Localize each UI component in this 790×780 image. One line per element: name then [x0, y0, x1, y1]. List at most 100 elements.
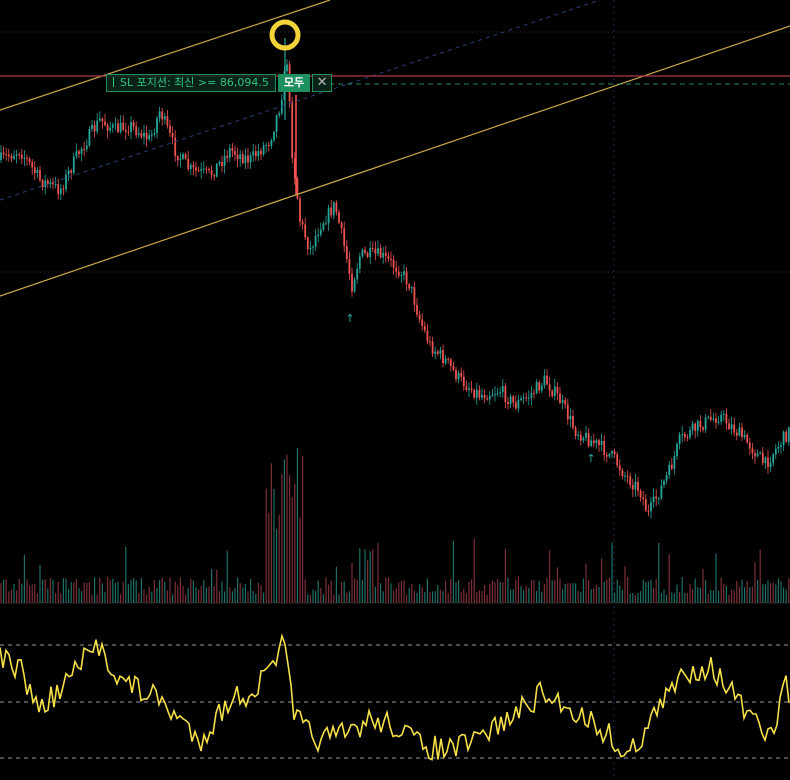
candle-body: [247, 155, 249, 163]
candle-body: [387, 255, 390, 259]
volume-bar: [257, 582, 259, 603]
volume-bar: [523, 590, 525, 603]
sl-order-tag[interactable]: SL 포지션: 최신 >= 86,094.5 모두 ✕: [106, 74, 333, 92]
candle-body: [174, 137, 177, 157]
candle-body: [507, 402, 509, 405]
volume-bar: [169, 577, 171, 603]
candle-body: [187, 158, 190, 170]
candle-body: [176, 156, 179, 161]
volume-bar: [65, 578, 67, 603]
candle-body: [543, 375, 546, 386]
volume-bar: [585, 563, 587, 603]
volume-bar: [346, 592, 348, 603]
volume-bar: [424, 592, 426, 603]
volume-bar: [580, 591, 582, 603]
candle-body: [215, 163, 218, 177]
candle-body: [364, 249, 366, 253]
volume-bar: [536, 590, 538, 603]
volume-bar: [333, 594, 335, 603]
volume-bar: [216, 569, 218, 603]
volume-bar: [47, 588, 49, 603]
candle-body: [520, 398, 522, 401]
close-icon[interactable]: ✕: [312, 74, 333, 92]
candle-body: [5, 154, 8, 156]
volume-bar: [281, 474, 283, 603]
candle-body: [712, 418, 715, 420]
candle-body: [759, 452, 762, 454]
volume-bar: [198, 589, 200, 603]
volume-bar: [179, 577, 181, 603]
volume-bar: [372, 549, 374, 603]
volume-bar: [593, 588, 595, 603]
volume-bar: [525, 585, 527, 603]
candle-body: [65, 174, 67, 190]
volume-bar: [723, 584, 725, 603]
trendline-lower: [0, 25, 790, 297]
candle-body: [13, 155, 15, 159]
candle-body: [416, 304, 418, 315]
volume-bar: [120, 594, 122, 603]
candle-body: [556, 386, 559, 394]
candle-body: [738, 427, 741, 436]
volume-bar: [159, 579, 161, 603]
volume-bar: [16, 590, 18, 603]
candle-body: [156, 118, 158, 134]
volume-bar: [419, 584, 421, 603]
volume-bar: [143, 589, 145, 603]
volume-bar: [52, 579, 54, 603]
volume-bar: [400, 580, 402, 603]
candle-body: [501, 386, 504, 393]
candle-body: [223, 155, 226, 166]
volume-bar: [60, 593, 62, 603]
volume-bar: [44, 579, 46, 603]
volume-bar: [156, 587, 158, 603]
volume-bar: [328, 584, 330, 603]
volume-bar: [637, 593, 639, 603]
yellow-ring-icon: [269, 19, 301, 51]
volume-bar: [705, 579, 707, 603]
candle-body: [722, 413, 725, 415]
sl-all-button[interactable]: 모두: [277, 74, 311, 92]
candle-body: [78, 151, 80, 154]
candle-body: [442, 350, 444, 364]
sl-order-label[interactable]: SL 포지션: 최신 >= 86,094.5: [106, 74, 276, 92]
volume-bar: [754, 562, 756, 603]
candle-body: [0, 152, 2, 160]
candle-body: [218, 162, 221, 164]
volume-bar: [322, 594, 324, 603]
drag-handle-icon[interactable]: [113, 77, 114, 87]
candle-body: [717, 421, 720, 423]
candle-body: [124, 129, 127, 132]
candle-body: [767, 457, 769, 468]
candle-body: [486, 398, 489, 400]
volume-bar: [307, 594, 309, 603]
candle-body: [694, 423, 697, 431]
volume-bar: [283, 459, 285, 603]
volume-bar: [785, 589, 787, 603]
candle-body: [137, 133, 140, 136]
volume-bar: [429, 591, 431, 603]
volume-bar: [387, 577, 389, 603]
candle-body: [707, 416, 710, 418]
candle-body: [382, 252, 385, 258]
candle-body: [163, 116, 166, 120]
candle-body: [686, 437, 689, 439]
candle-body: [481, 394, 483, 398]
candle-body: [143, 132, 145, 137]
candle-body: [54, 184, 57, 186]
candle-body: [522, 397, 525, 399]
candle-body: [241, 154, 244, 164]
sl-order-text: SL 포지션: 최신 >= 86,094.5: [120, 76, 269, 89]
volume-bar: [406, 594, 408, 603]
volume-bar: [673, 593, 675, 603]
volume-bar: [497, 578, 499, 603]
candle-body: [678, 434, 681, 444]
volume-bar: [447, 593, 449, 603]
candle-body: [587, 432, 590, 447]
volume-bar: [647, 581, 649, 603]
volume-bar: [788, 578, 790, 603]
volume-bar: [348, 591, 350, 603]
volume-bar: [42, 579, 44, 603]
